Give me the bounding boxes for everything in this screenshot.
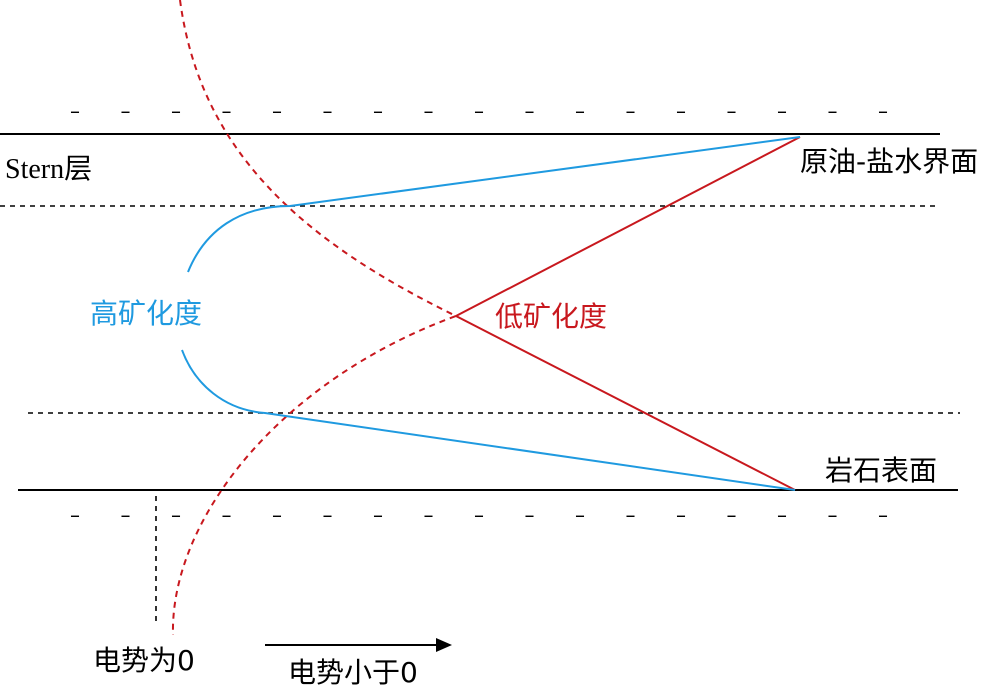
top-negative-charge-3: – <box>171 99 181 123</box>
bottom-negative-charge-9: – <box>474 503 484 527</box>
bottom-negative-charge-10: – <box>525 503 535 527</box>
top-negative-charge-7: – <box>373 99 383 123</box>
bottom-negative-charge-12: – <box>626 503 636 527</box>
top-negative-charge-2: – <box>121 99 131 123</box>
bottom-charge-row: – – – – – – – – – – – – – – – – – <box>70 503 888 527</box>
bottom-negative-charge-7: – <box>373 503 383 527</box>
top-negative-charge-11: – <box>575 99 585 123</box>
top-negative-charge-6: – <box>323 99 333 123</box>
top-negative-charge-12: – <box>626 99 636 123</box>
top-negative-charge-16: – <box>828 99 838 123</box>
top-charge-row: – – – – – – – – – – – – – – – – – <box>70 99 888 123</box>
bottom-negative-charge-8: – <box>424 503 434 527</box>
low-salinity-label: 低矿化度 <box>495 300 607 333</box>
stern-layer-label: Stern层 <box>5 154 92 185</box>
top-negative-charge-9: – <box>474 99 484 123</box>
top-negative-charge-5: – <box>272 99 282 123</box>
potential-zero-label: 电势为0 <box>93 644 195 677</box>
high-salinity-profile-upper <box>187 136 801 273</box>
bottom-negative-charge-13: – <box>676 503 686 527</box>
bottom-negative-charge-4: – <box>222 503 232 527</box>
bottom-negative-charge-3: – <box>171 503 181 527</box>
top-negative-charge-13: – <box>676 99 686 123</box>
potential-arrow-head <box>436 638 452 652</box>
bottom-negative-charge-15: – <box>777 503 787 527</box>
low-salinity-dashed-curve <box>171 0 459 636</box>
top-negative-charge-10: – <box>525 99 535 123</box>
low-salinity-profile <box>453 136 801 491</box>
top-negative-charge-8: – <box>424 99 434 123</box>
top-negative-charge-4: – <box>222 99 232 123</box>
bottom-negative-charge-5: – <box>272 503 282 527</box>
rock-surface-label: 岩石表面 <box>825 454 937 487</box>
high-salinity-profile-lower <box>181 349 796 491</box>
potential-less-than-zero-label: 电势小于0 <box>288 656 418 689</box>
bottom-negative-charge-14: – <box>727 503 737 527</box>
bottom-negative-charge-2: – <box>121 503 131 527</box>
bottom-negative-charge-16: – <box>828 503 838 527</box>
top-negative-charge-15: – <box>777 99 787 123</box>
top-negative-charge-1: – <box>70 99 80 123</box>
oil-brine-interface-label: 原油-盐水界面 <box>800 145 978 178</box>
high-salinity-label: 高矿化度 <box>90 297 202 330</box>
bottom-negative-charge-1: – <box>70 503 80 527</box>
bottom-negative-charge-11: – <box>575 503 585 527</box>
bottom-negative-charge-17: – <box>878 503 888 527</box>
top-negative-charge-14: – <box>727 99 737 123</box>
bottom-negative-charge-6: – <box>323 503 333 527</box>
top-negative-charge-17: – <box>878 99 888 123</box>
